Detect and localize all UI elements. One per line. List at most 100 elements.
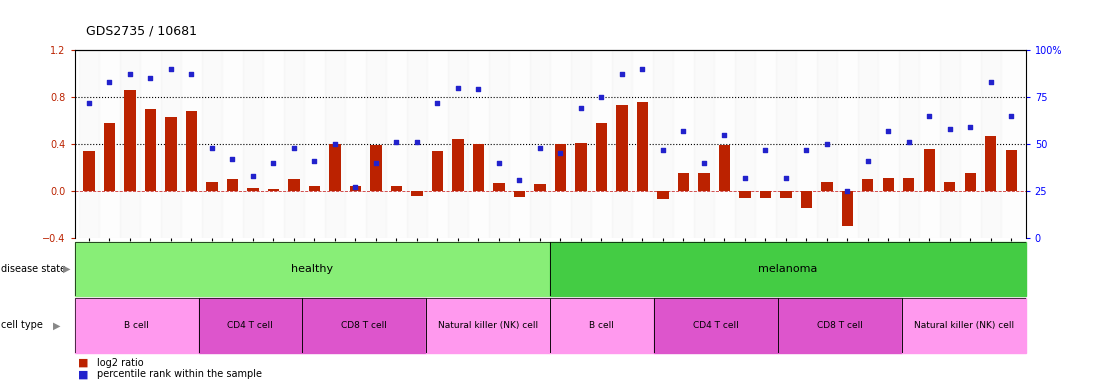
Bar — [591, 50, 612, 238]
Bar — [816, 50, 837, 238]
Bar — [551, 298, 654, 353]
Bar — [488, 50, 509, 238]
Bar — [739, 191, 750, 198]
Bar — [75, 242, 551, 296]
Text: CD8 T cell: CD8 T cell — [341, 321, 387, 330]
Text: melanoma: melanoma — [758, 264, 817, 274]
Point — [203, 145, 220, 151]
Text: ▶: ▶ — [53, 320, 60, 331]
Point — [695, 160, 713, 166]
Bar — [247, 187, 259, 191]
Bar — [202, 50, 223, 238]
Bar — [206, 182, 217, 191]
Text: healthy: healthy — [292, 264, 333, 274]
Point — [347, 184, 364, 190]
Bar — [657, 191, 668, 199]
Point — [552, 151, 569, 157]
Point — [224, 156, 241, 162]
Bar — [902, 298, 1026, 353]
Bar — [551, 242, 1026, 296]
Bar — [181, 50, 202, 238]
Bar — [693, 50, 714, 238]
Bar — [985, 136, 996, 191]
Text: ■: ■ — [78, 358, 89, 368]
Bar — [160, 50, 181, 238]
Bar — [263, 50, 284, 238]
Point — [306, 158, 324, 164]
Text: percentile rank within the sample: percentile rank within the sample — [97, 369, 261, 379]
Text: CD8 T cell: CD8 T cell — [816, 321, 862, 330]
Bar — [903, 178, 915, 191]
Text: log2 ratio: log2 ratio — [97, 358, 144, 368]
Bar — [99, 50, 120, 238]
Point — [387, 139, 405, 145]
Bar — [714, 50, 735, 238]
Bar — [223, 50, 242, 238]
Text: disease state: disease state — [1, 264, 66, 274]
Bar — [878, 50, 898, 238]
Point — [859, 158, 877, 164]
Bar — [513, 191, 525, 197]
Bar — [653, 50, 674, 238]
Bar — [289, 179, 299, 191]
Point — [613, 71, 631, 78]
Bar — [981, 50, 1002, 238]
Point — [429, 99, 446, 106]
Point — [470, 86, 487, 93]
Text: Natural killer (NK) cell: Natural killer (NK) cell — [914, 321, 1014, 330]
Point — [1003, 113, 1020, 119]
Bar — [391, 186, 402, 191]
Bar — [674, 50, 693, 238]
Bar — [104, 123, 115, 191]
Bar — [242, 50, 263, 238]
Bar — [612, 50, 632, 238]
Bar — [719, 145, 730, 191]
Point — [408, 139, 426, 145]
Bar — [166, 117, 177, 191]
Bar — [140, 50, 160, 238]
Text: B cell: B cell — [124, 321, 149, 330]
Bar — [699, 174, 710, 191]
Point — [634, 66, 652, 72]
Bar — [883, 178, 894, 191]
Point — [80, 99, 98, 106]
Bar — [678, 174, 689, 191]
Text: B cell: B cell — [589, 321, 614, 330]
Point — [900, 139, 917, 145]
Bar — [145, 109, 156, 191]
Bar — [308, 186, 320, 191]
Bar — [862, 179, 873, 191]
Point — [510, 177, 528, 183]
Bar — [632, 50, 653, 238]
Point — [264, 160, 282, 166]
Bar — [945, 182, 955, 191]
Bar — [75, 298, 199, 353]
Bar — [120, 50, 140, 238]
Bar — [530, 50, 551, 238]
Bar — [432, 151, 443, 191]
Bar — [778, 298, 902, 353]
Bar — [83, 151, 94, 191]
Bar — [411, 191, 422, 196]
Bar — [841, 191, 853, 226]
Bar — [551, 50, 570, 238]
Bar — [776, 50, 796, 238]
Bar — [325, 50, 346, 238]
Bar — [534, 184, 545, 191]
Point — [531, 145, 548, 151]
Bar — [898, 50, 919, 238]
Point — [162, 66, 180, 72]
Bar — [924, 149, 935, 191]
Bar — [617, 105, 627, 191]
Point — [101, 79, 118, 85]
Bar — [960, 50, 981, 238]
Point — [573, 105, 590, 111]
Bar — [346, 50, 365, 238]
Bar — [760, 191, 771, 198]
Point — [982, 79, 999, 85]
Bar — [365, 50, 386, 238]
Bar — [304, 50, 325, 238]
Point — [142, 75, 159, 81]
Point — [183, 71, 201, 78]
Bar — [755, 50, 776, 238]
